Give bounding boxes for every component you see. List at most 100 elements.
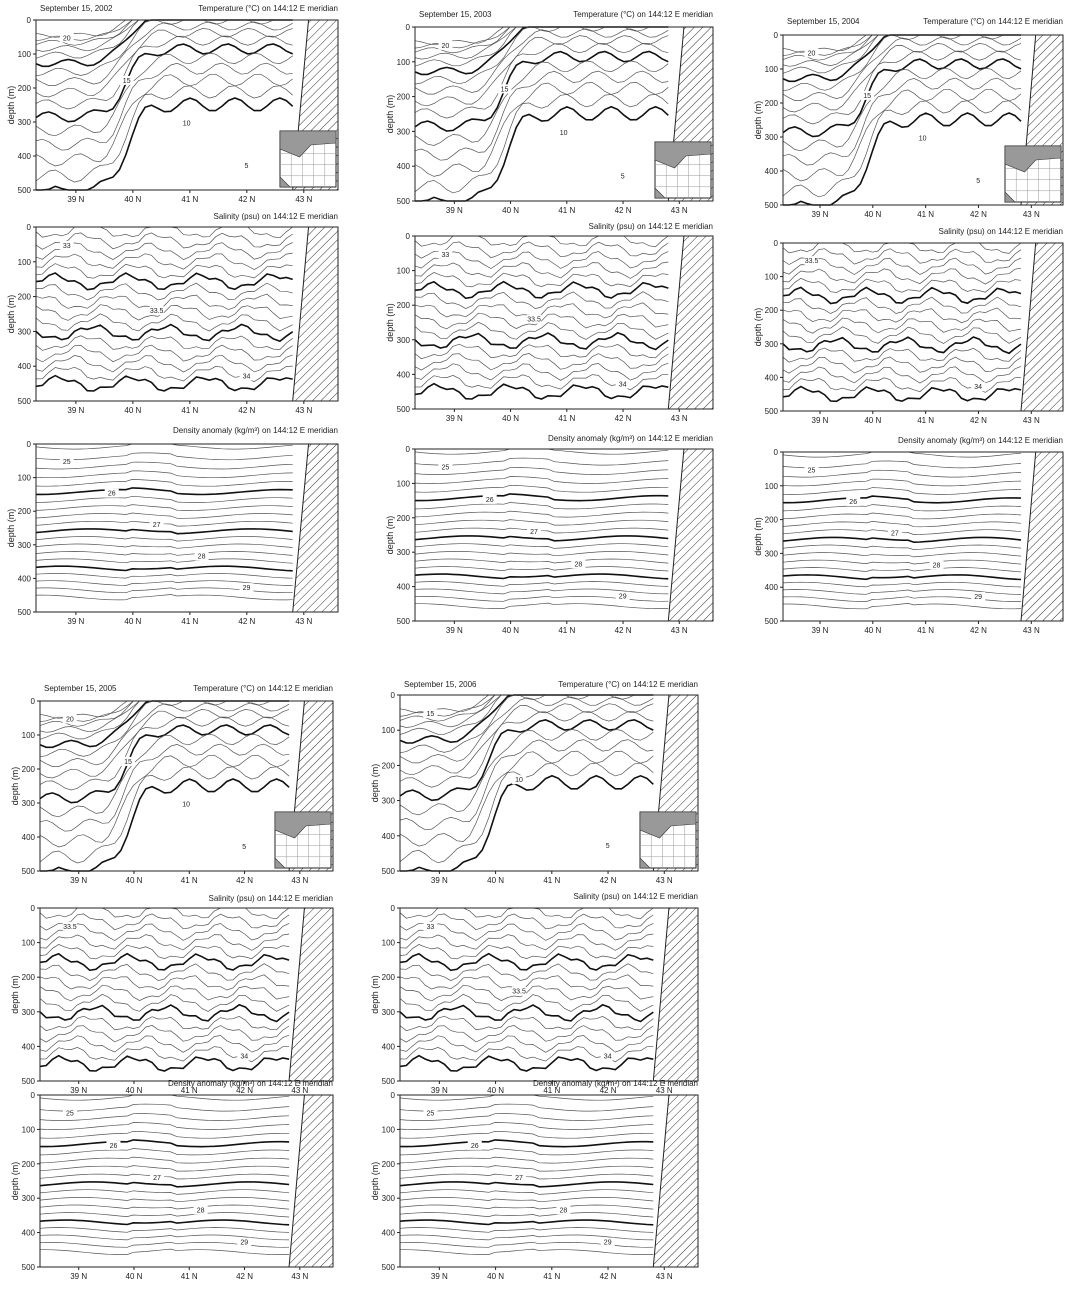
y-tick-label: 100 bbox=[382, 939, 396, 948]
contour-label: 33.5 bbox=[512, 989, 526, 996]
y-axis-label: depth (m) bbox=[753, 308, 763, 347]
contour-line bbox=[35, 580, 293, 586]
contour-line bbox=[399, 1045, 654, 1063]
y-tick-label: 100 bbox=[765, 65, 779, 74]
plot-temperature-1: 0 100 200 300 400 500 39 N 40 N 41 N 42 N 43 N dept… bbox=[6, 4, 339, 204]
contour-label: 5 bbox=[606, 843, 610, 850]
y-tick-label: 400 bbox=[382, 1042, 396, 1051]
y-tick-label: 100 bbox=[397, 267, 411, 276]
x-tick-label: 40 N bbox=[124, 617, 141, 626]
contour-label: 29 bbox=[604, 1240, 612, 1247]
contour-line bbox=[414, 588, 669, 595]
contour-label-bg bbox=[512, 1173, 527, 1183]
contour-label: 34 bbox=[604, 1054, 612, 1061]
y-tick-label: 500 bbox=[397, 197, 411, 206]
contour-label: 26 bbox=[110, 1143, 118, 1150]
y-tick-label: 400 bbox=[18, 362, 32, 371]
contour-label-bg bbox=[527, 314, 542, 324]
contour-label-bg bbox=[423, 1108, 438, 1118]
contour-line bbox=[36, 97, 294, 191]
y-tick-label: 400 bbox=[397, 370, 411, 379]
x-tick-label: 40 N bbox=[124, 195, 141, 204]
contour-line bbox=[414, 362, 669, 381]
y-tick-label: 500 bbox=[765, 617, 779, 626]
contour-line bbox=[399, 1173, 654, 1180]
y-axis-label: depth (m) bbox=[6, 509, 16, 548]
contour-label-bg bbox=[149, 306, 164, 316]
contour-line bbox=[414, 280, 669, 300]
land-mask bbox=[667, 448, 714, 622]
contour-label-bg bbox=[600, 1237, 615, 1247]
contour-line bbox=[399, 728, 654, 816]
x-tick-label: 42 N bbox=[238, 406, 255, 415]
contour-line bbox=[39, 1025, 290, 1043]
contour-label: 25 bbox=[66, 1111, 74, 1118]
x-tick-label: 43 N bbox=[295, 406, 312, 415]
contour-line bbox=[399, 933, 654, 951]
contour-label-bg bbox=[59, 240, 74, 250]
contour-line bbox=[414, 26, 669, 85]
x-tick-label: 39 N bbox=[70, 1086, 87, 1095]
y-tick-label: 500 bbox=[18, 397, 32, 406]
contour-line bbox=[35, 19, 293, 46]
y-tick-label: 200 bbox=[765, 99, 779, 108]
contour-label-bg bbox=[556, 1205, 571, 1215]
contour-line bbox=[35, 282, 293, 301]
x-tick-label: 43 N bbox=[1023, 210, 1040, 219]
contour-line bbox=[35, 461, 293, 470]
plot-temperature-4: 0 100 200 300 400 500 39 N 40 N 41 N 42 N 43 N dept… bbox=[10, 684, 334, 885]
contour-line bbox=[399, 1227, 654, 1233]
contour-line bbox=[39, 1034, 290, 1053]
contour-line bbox=[35, 365, 293, 383]
contour-line bbox=[35, 452, 293, 461]
y-tick-label: 100 bbox=[765, 273, 779, 282]
contour-line bbox=[399, 952, 654, 972]
contour-line bbox=[39, 933, 290, 951]
x-tick-label: 42 N bbox=[238, 195, 255, 204]
contour-label-bg bbox=[438, 462, 453, 472]
contour-line bbox=[39, 1003, 290, 1023]
contour-line bbox=[414, 241, 669, 259]
contour-line bbox=[35, 85, 293, 183]
contour-line bbox=[35, 73, 293, 167]
panel-title: Salinity (psu) on 144:12 E meridian bbox=[208, 894, 333, 903]
contour-line bbox=[39, 1045, 290, 1063]
contour-line bbox=[35, 293, 293, 310]
x-tick-label: 40 N bbox=[126, 1272, 143, 1281]
contour-label: 33.5 bbox=[150, 308, 164, 315]
y-tick-label: 500 bbox=[18, 608, 32, 617]
contour-label: 5 bbox=[621, 173, 625, 180]
contour-line bbox=[415, 602, 669, 609]
land-mask bbox=[652, 907, 699, 1082]
y-tick-label: 400 bbox=[765, 167, 779, 176]
contour-label-bg bbox=[150, 1173, 165, 1183]
contour-label-bg bbox=[615, 591, 630, 601]
contour-line bbox=[39, 1113, 290, 1121]
contour-line bbox=[39, 1241, 290, 1248]
contour-line bbox=[782, 296, 1022, 314]
contour-label: 5 bbox=[245, 163, 249, 170]
y-tick-label: 500 bbox=[22, 867, 36, 876]
contour-line bbox=[414, 595, 669, 602]
contour-line bbox=[414, 457, 669, 466]
plot-salinity-5: 0 100 200 300 400 500 39 N 40 N 41 N 42 N 43 N dept… bbox=[370, 892, 699, 1095]
contour-line bbox=[782, 596, 1021, 602]
y-tick-label: 400 bbox=[18, 152, 32, 161]
contour-line bbox=[414, 291, 669, 309]
contour-label: 25 bbox=[808, 467, 816, 474]
contour-line bbox=[39, 716, 290, 791]
plot-density-2: 0 100 200 300 400 500 39 N 40 N 41 N 42 N 43 N dept… bbox=[385, 434, 714, 635]
contour-label: 25 bbox=[426, 1111, 434, 1118]
y-tick-label: 200 bbox=[397, 301, 411, 310]
contour-label-bg bbox=[179, 118, 194, 128]
y-tick-label: 200 bbox=[397, 514, 411, 523]
contour-line bbox=[782, 88, 1022, 182]
plot-frame bbox=[414, 448, 714, 622]
contour-label-bg bbox=[556, 127, 571, 137]
panel-title: Salinity (psu) on 144:12 E meridian bbox=[938, 227, 1063, 236]
contour-label-bg bbox=[62, 714, 77, 724]
contour-line bbox=[399, 923, 654, 941]
contour-label: 33.5 bbox=[527, 317, 541, 324]
y-tick-label: 100 bbox=[765, 482, 779, 491]
